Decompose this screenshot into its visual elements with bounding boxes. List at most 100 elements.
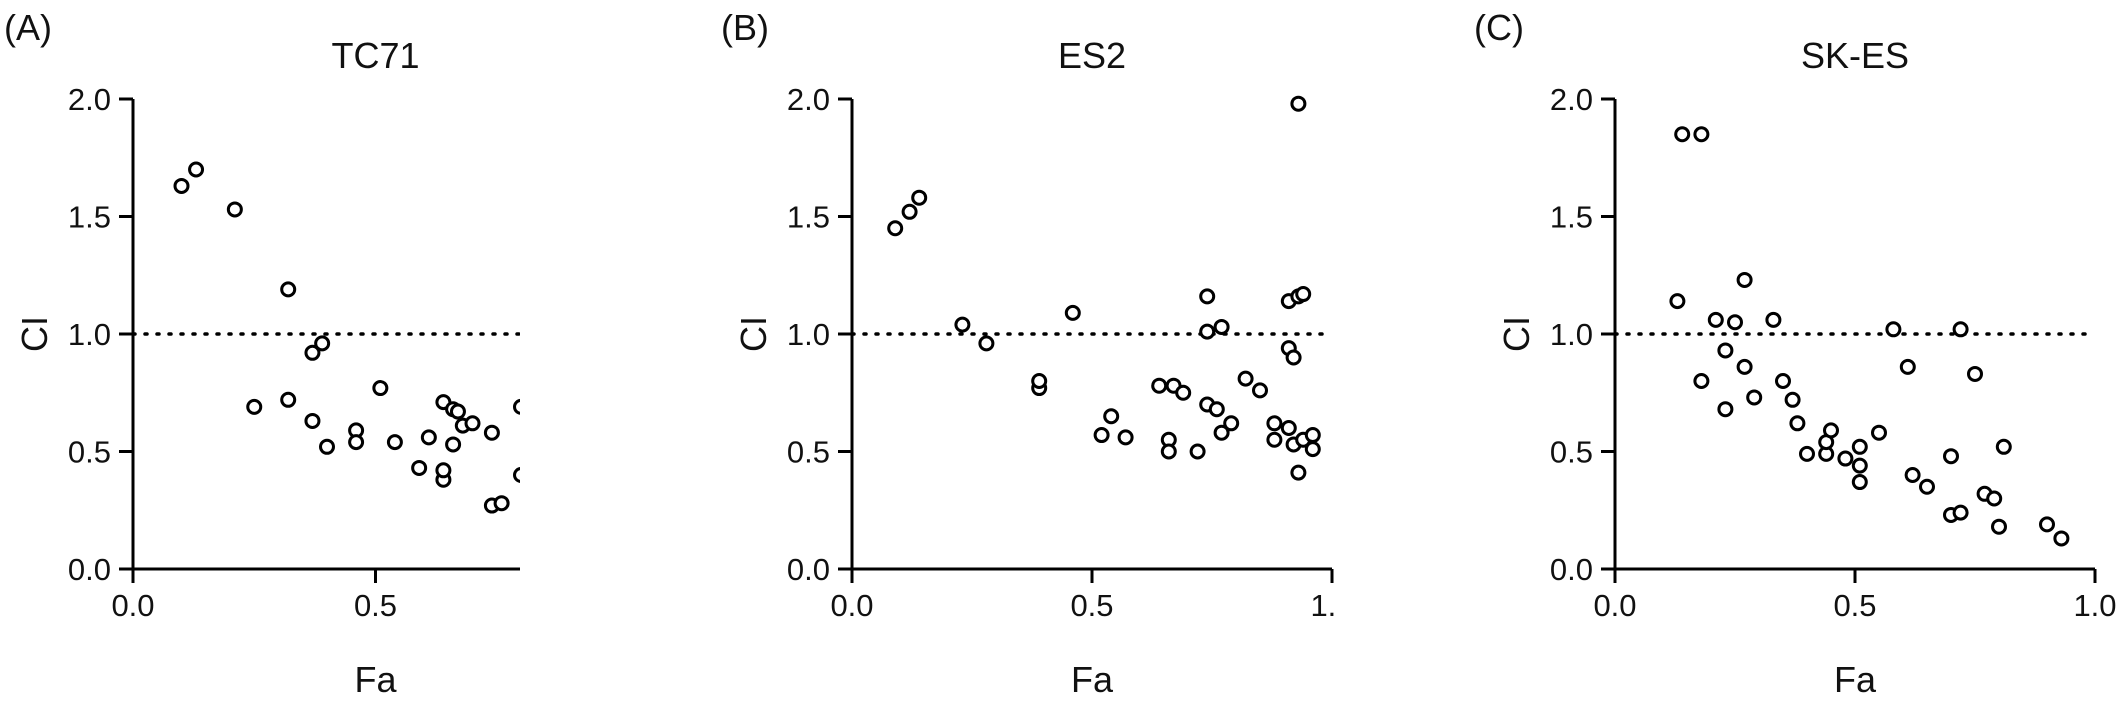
panel-label: (B) [721,7,769,48]
data-point [1669,293,1686,310]
data-point [1252,382,1268,399]
data-point [319,438,335,455]
data-point [1885,321,1902,338]
data-point [246,398,263,415]
data-point [445,436,462,453]
data-point [954,316,971,333]
data-point [1175,384,1192,401]
data-point [1904,467,1921,483]
data-point [1266,415,1283,432]
data-point [1986,490,2003,507]
data-point [1208,401,1225,418]
data-point [188,161,205,178]
data-point [1823,422,1839,439]
data-point [1103,408,1120,425]
x-tick-label: 0.5 [1070,588,1113,623]
data-point [372,380,389,397]
y-tick-label: 2.0 [1550,82,1593,117]
panel-sk-es: (C) SK-ES 0.0 0.5 1.0 1.5 2.0 0.0 0.5 1.0 Fa CI [1474,7,2117,700]
y-axis-label: CI [14,316,55,352]
chart-title: SK-ES [1801,35,1909,76]
x-axis-label: Fa [1834,659,1877,700]
data-point [1285,349,1302,366]
x-tick-label: 0.5 [354,588,397,623]
data-point [1765,311,1782,328]
data-point [1799,445,1815,462]
data-point [1674,126,1691,143]
data-point [901,203,918,220]
data-point [1237,370,1254,387]
data-point [513,467,520,483]
x-tick-label: 1.0 [2073,588,2116,623]
data-point [280,281,297,298]
data-point [1295,286,1312,303]
panel-es2: (B) ES2 0.0 0.5 1.0 1.5 2.0 0.0 0.5 1.0 Fa CI [721,7,1337,700]
data-point [1952,504,1969,521]
data-point [304,412,321,429]
y-tick-label: 1.0 [68,317,111,352]
data-point [1280,420,1297,436]
data-point [1717,342,1734,359]
data-point [386,434,403,451]
data-point [1851,457,1868,474]
data-point [1727,314,1743,331]
data-point [1304,441,1321,458]
x-tick-label: 0.0 [111,588,154,623]
y-tick-label: 0.5 [787,435,830,470]
data-point [1151,377,1168,394]
data-point [1967,365,1983,382]
x-tick-label: 0.0 [830,588,873,623]
data-point [2039,516,2055,533]
y-axis-label: CI [1496,316,1537,352]
y-tick-label: 0.0 [787,552,830,587]
data-point [1266,431,1283,448]
data-point [1995,438,2012,455]
data-point [1031,373,1048,389]
y-tick-label: 1.0 [787,317,830,352]
data-point [435,462,452,479]
data-point [1290,95,1307,112]
data-point [1871,424,1887,441]
data-point [978,335,995,352]
data-point [1837,450,1854,467]
data-point [1736,358,1753,375]
y-tick-label: 0.5 [68,435,111,470]
data-point [314,335,331,352]
y-tick-label: 0.0 [1550,552,1593,587]
x-axis-label: Fa [1071,659,1114,700]
data-point [887,220,904,237]
data-point [1189,443,1206,460]
data-point [1290,464,1307,481]
data-point [483,424,500,441]
y-tick-label: 0.0 [68,552,111,587]
data-point [513,398,520,415]
panel-label: (A) [4,7,52,48]
panel-label: (C) [1474,7,1524,48]
data-point [1223,415,1240,432]
x-tick-label: 0.0 [1593,588,1636,623]
chart-title: ES2 [1058,35,1126,76]
data-point [280,391,297,408]
data-point [1851,474,1868,491]
data-point [911,189,928,206]
data-point [1851,438,1868,455]
data-point [1943,448,1959,465]
x-tick-label: 1.0 [1310,588,1337,623]
data-point [1952,321,1969,338]
data-point [1784,391,1801,408]
data-point [173,177,190,194]
data-point [1213,424,1230,441]
data-point [1304,427,1321,444]
data-point [1707,311,1724,328]
data-point [1746,389,1763,406]
y-tick-label: 1.5 [1550,200,1593,235]
data-point [411,459,428,476]
y-tick-label: 2.0 [68,82,111,117]
y-tick-label: 1.5 [68,200,111,235]
chart-title: TC71 [331,35,419,76]
data-point [1717,401,1734,418]
data-point [2053,530,2070,547]
data-point [1160,443,1177,460]
